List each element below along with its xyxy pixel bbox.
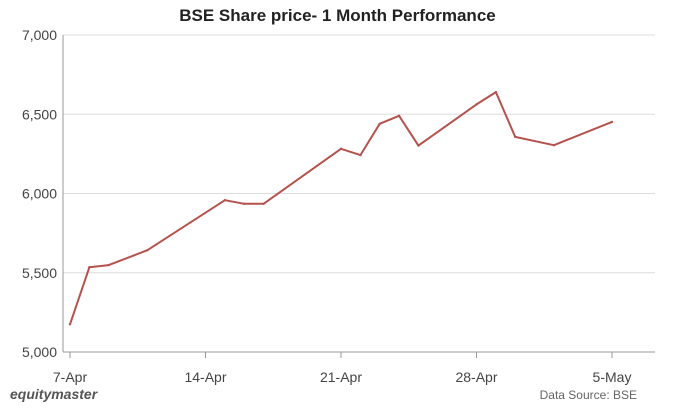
y-tick-label: 6,000 bbox=[22, 186, 57, 202]
data-point bbox=[68, 323, 72, 326]
data-point bbox=[475, 103, 478, 106]
data-point bbox=[359, 153, 362, 157]
x-tick-label: 7-Apr bbox=[53, 369, 88, 385]
grid-lines bbox=[63, 34, 655, 274]
data-point bbox=[397, 114, 401, 118]
data-point bbox=[610, 120, 614, 124]
data-point bbox=[552, 144, 556, 147]
data-source-label: Data Source: BSE bbox=[539, 388, 637, 402]
equitymaster-logo: equitymaster bbox=[10, 386, 98, 402]
x-tick-label: 28-Apr bbox=[455, 369, 497, 385]
y-tick-label: 5,000 bbox=[22, 344, 57, 360]
y-tick-label: 7,000 bbox=[22, 27, 57, 43]
data-point bbox=[339, 147, 343, 150]
data-point bbox=[262, 202, 265, 205]
x-tick-label: 5-May bbox=[593, 369, 632, 385]
chart-title: BSE Share price- 1 Month Performance bbox=[179, 6, 496, 25]
data-point bbox=[494, 90, 498, 94]
data-point bbox=[107, 263, 110, 267]
data-point bbox=[417, 144, 420, 147]
data-point bbox=[146, 249, 149, 252]
series-layer bbox=[68, 90, 614, 326]
data-point bbox=[88, 266, 91, 269]
data-point bbox=[243, 202, 246, 205]
x-tick-label: 14-Apr bbox=[184, 369, 226, 385]
price-line bbox=[69, 91, 613, 325]
data-point bbox=[378, 122, 381, 126]
y-tick-label: 6,500 bbox=[22, 106, 57, 122]
x-tick-label: 21-Apr bbox=[320, 369, 362, 385]
axes: 5,000 5,500 6,000 6,500 7,000 7-Apr 14-Apr 21-A… bbox=[22, 27, 655, 385]
y-tick-label: 5,500 bbox=[22, 265, 57, 281]
data-point bbox=[223, 199, 227, 202]
data-point bbox=[514, 135, 517, 139]
